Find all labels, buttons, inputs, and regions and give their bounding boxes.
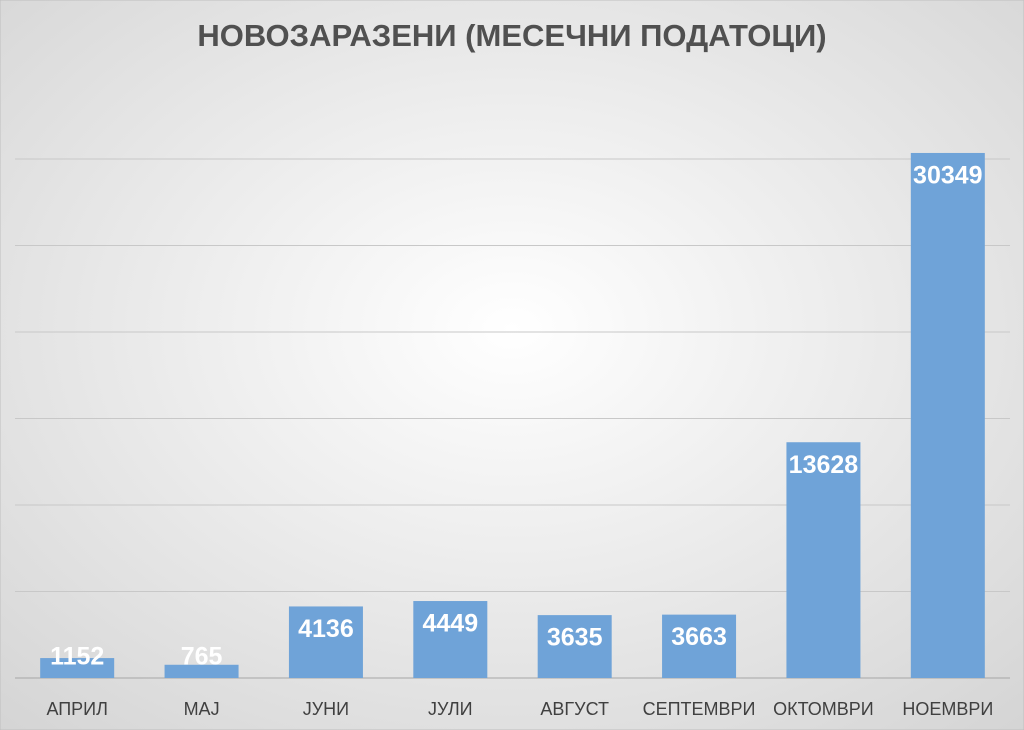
value-label: 4449 [423, 610, 479, 638]
x-tick-label: ЈУНИ [303, 699, 349, 719]
bar [413, 601, 488, 678]
bar [288, 606, 363, 678]
x-tick-label: ОКТОМВРИ [773, 699, 874, 719]
x-tick-label: АВГУСТ [540, 699, 609, 719]
x-tick-label: МАЈ [184, 699, 220, 719]
x-tick-label: СЕПТЕМВРИ [643, 699, 756, 719]
x-tick-label: ЈУЛИ [428, 699, 473, 719]
value-label: 3635 [547, 624, 603, 652]
bar [164, 664, 239, 678]
value-label: 30349 [913, 162, 983, 190]
value-label: 1152 [50, 643, 104, 671]
chart-title: НОВОЗАРАЗЕНИ (МЕСЕЧНИ ПОДАТОЦИ) [197, 18, 826, 53]
bar [786, 442, 861, 678]
bar [662, 614, 737, 678]
x-tick-label: НОЕМВРИ [902, 699, 993, 719]
value-label: 13628 [789, 451, 859, 479]
value-label: 4136 [298, 615, 354, 643]
bar [40, 658, 115, 678]
value-label: 765 [181, 643, 223, 671]
bar [910, 152, 985, 679]
bar [537, 615, 612, 678]
value-label: 3663 [671, 623, 727, 651]
x-tick-label: АПРИЛ [46, 699, 108, 719]
